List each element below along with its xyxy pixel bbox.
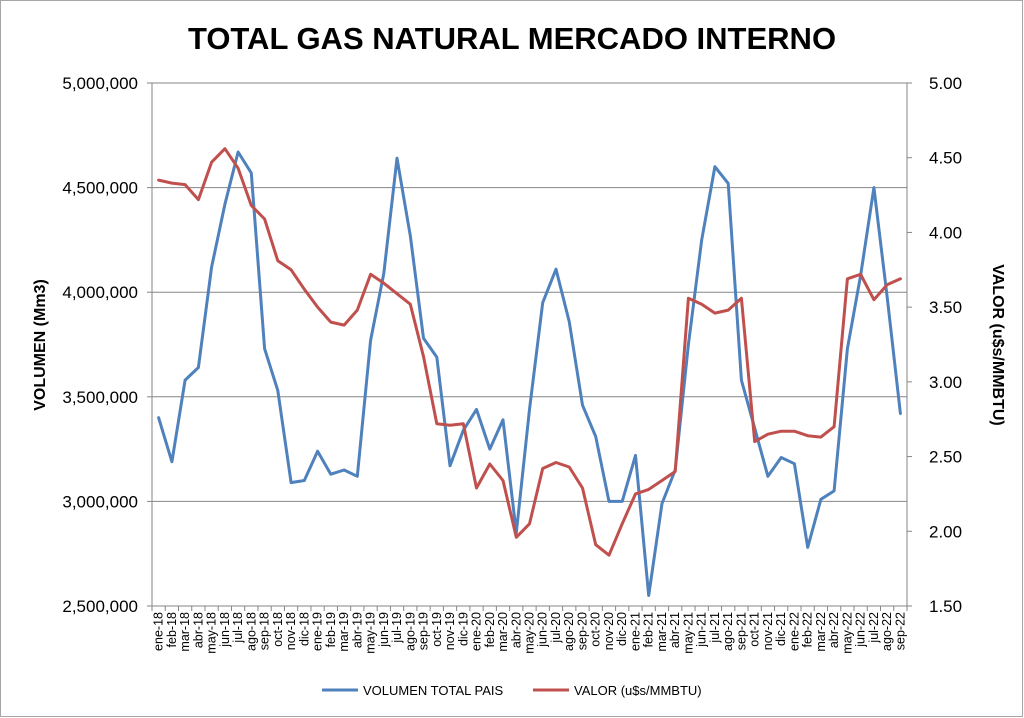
x-tick-label: jun-20 [536,612,550,648]
y-right-tick-label: 3.50 [929,298,962,317]
y-left-tick-label: 4,500,000 [62,179,138,198]
x-tick-label: oct-21 [748,612,762,647]
x-tick-label: jun-19 [377,612,391,648]
x-tick-label: ago-18 [244,612,258,651]
y-right-tick-label: 5.00 [929,74,962,93]
x-tick-label: ene-22 [787,612,801,651]
x-tick-label: abr-22 [827,612,841,648]
y-right-tick-label: 1.50 [929,597,962,616]
x-tick-label: jul-21 [708,612,722,644]
x-tick-label: may-21 [681,612,695,654]
axes [147,82,912,611]
x-tick-label: may-18 [205,612,219,654]
x-tick-label: abr-18 [191,612,205,648]
x-tick-label: mar-18 [178,612,192,652]
x-tick-label: mar-19 [337,612,351,652]
x-tick-label: jul-18 [231,612,245,644]
x-tick-label: dic-20 [615,612,629,646]
x-tick-label: ene-20 [470,612,484,651]
x-tick-label: sep-19 [417,612,431,650]
series-lines [157,147,902,597]
x-tick-label: feb-22 [801,612,815,647]
x-tick-label: may-19 [364,612,378,654]
x-tick-label: oct-19 [430,612,444,647]
x-tick-label: nov-20 [602,612,616,650]
x-tick-label: nov-19 [443,612,457,650]
y-left-tick-label: 4,000,000 [62,283,138,302]
x-tick-label: ene-21 [628,612,642,651]
y-right-tick-label: 3.00 [929,373,962,392]
legend-label: VOLUMEN TOTAL PAIS [363,683,503,698]
y-axis-right-ticks: 1.50 2.00 2.50 3.00 3.50 4.00 4.50 5.00 [929,74,962,616]
x-tick-label: abr-21 [668,612,682,648]
x-tick-label: nov-18 [284,612,298,650]
x-tick-label: feb-20 [483,612,497,647]
x-tick-label: ene-19 [311,612,325,651]
x-tick-label: jul-20 [549,612,563,644]
y-right-tick-label: 2.50 [929,448,962,467]
x-tick-label: ago-20 [562,612,576,651]
x-tick-label: sep-18 [258,612,272,650]
x-tick-label: dic-21 [774,612,788,646]
series-line-valor [157,147,902,557]
x-tick-label: jul-22 [867,612,881,644]
x-tick-label: feb-19 [324,612,338,647]
x-tick-label: sep-21 [734,612,748,650]
x-tick-label: mar-22 [814,612,828,652]
y-right-tick-label: 2.00 [929,522,962,541]
x-tick-label: feb-21 [642,612,656,647]
y-left-tick-label: 3,500,000 [62,388,138,407]
x-tick-label: oct-20 [589,612,603,647]
x-tick-label: jun-21 [695,612,709,648]
x-tick-label: may-20 [523,612,537,654]
x-tick-label: sep-22 [893,612,907,650]
x-tick-label: ene-18 [152,612,166,651]
x-tick-label: dic-18 [297,612,311,646]
x-tick-label: jun-22 [854,612,868,648]
x-tick-label: mar-20 [496,612,510,652]
x-axis-ticks: ene-18 feb-18 mar-18 abr-18 may-18 jun-18 jul-… [152,612,908,654]
legend: VOLUMEN TOTAL PAIS VALOR (u$s/MMBTU) [322,683,702,698]
y-axis-left-ticks: 2,500,000 3,000,000 3,500,000 4,000,000 4,50… [62,74,138,616]
x-tick-label: abr-20 [509,612,523,648]
x-tick-label: dic-19 [456,612,470,646]
x-tick-label: may-22 [840,612,854,654]
x-tick-label: mar-21 [655,612,669,652]
chart-title: TOTAL GAS NATURAL MERCADO INTERNO [188,21,836,56]
x-tick-label: nov-21 [761,612,775,650]
y-left-tick-label: 2,500,000 [62,597,138,616]
y-left-tick-label: 5,000,000 [62,74,138,93]
y-right-tick-label: 4.00 [929,223,962,242]
x-tick-label: oct-18 [271,612,285,647]
x-tick-label: abr-19 [350,612,364,648]
y-left-tick-label: 3,000,000 [62,492,138,511]
y-right-tick-label: 4.50 [929,149,962,168]
legend-label: VALOR (u$s/MMBTU) [574,683,702,698]
x-tick-label: ago-19 [403,612,417,651]
x-tick-label: feb-18 [165,612,179,647]
x-tick-label: ago-21 [721,612,735,651]
x-tick-label: ago-22 [880,612,894,651]
x-tick-label: jun-18 [218,612,232,648]
x-tick-label: jul-19 [390,612,404,644]
x-tick-label: sep-20 [575,612,589,650]
y-axis-left-title: VOLUMEN (Mm3) [32,279,49,411]
series-line-volumen [157,150,902,597]
y-axis-right-title: VALOR (u$s/MMBTU) [989,264,1006,425]
